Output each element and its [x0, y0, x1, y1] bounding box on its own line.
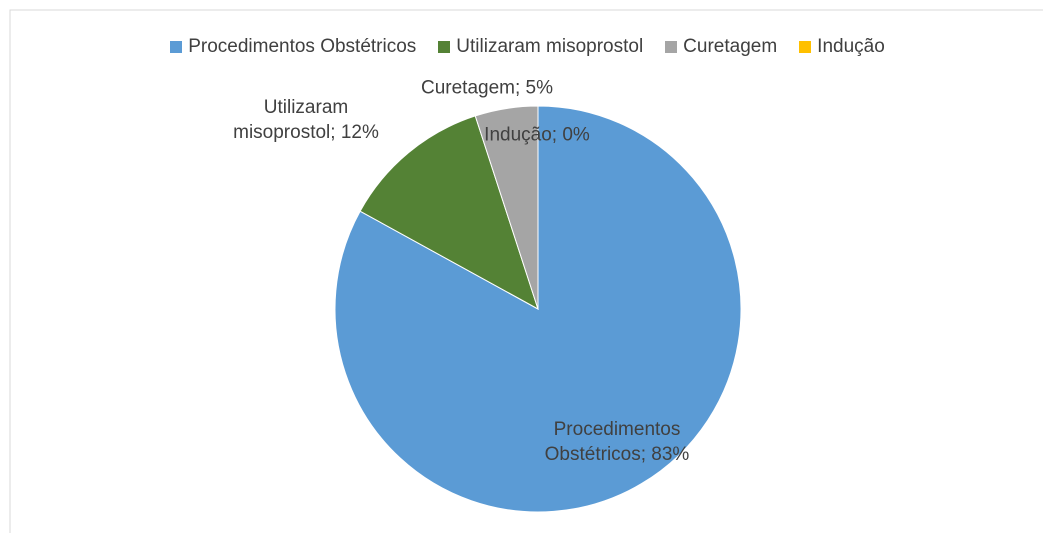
- legend-item: Utilizaram misoprostol: [438, 36, 643, 58]
- legend-label: Indução: [817, 36, 885, 57]
- legend-label: Utilizaram misoprostol: [456, 36, 644, 57]
- legend-item: Curetagem: [665, 36, 777, 58]
- data-label: Procedimentos Obstétricos; 83%: [544, 419, 690, 465]
- legend-swatch: [665, 41, 678, 53]
- chart-border: [9, 9, 1043, 533]
- legend-swatch: [438, 41, 451, 53]
- legend-label: Procedimentos Obstétricos: [188, 36, 417, 57]
- legend-swatch: [170, 41, 183, 53]
- data-label: Curetagem; 5%: [420, 77, 554, 99]
- data-label: Indução; 0%: [484, 124, 590, 146]
- legend-label: Curetagem: [683, 36, 778, 57]
- legend-swatch: [799, 41, 812, 53]
- pie-slice: [359, 115, 539, 311]
- legend-item: Procedimentos Obstétricos: [170, 36, 416, 58]
- legend-item: Indução: [799, 36, 885, 58]
- data-label: Utilizaram misoprostol; 12%: [233, 97, 379, 143]
- legend: Procedimentos Obstétricos Utilizaram miso…: [0, 36, 1055, 58]
